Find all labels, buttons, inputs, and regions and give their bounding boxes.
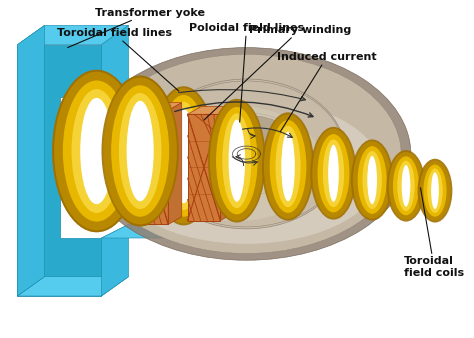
Ellipse shape — [262, 112, 314, 221]
Ellipse shape — [153, 88, 215, 223]
Ellipse shape — [323, 139, 344, 207]
Polygon shape — [101, 224, 203, 238]
Text: Poloidal field lines: Poloidal field lines — [189, 23, 304, 122]
Polygon shape — [220, 106, 234, 221]
Ellipse shape — [401, 165, 410, 207]
Text: Primary winding: Primary winding — [204, 25, 351, 120]
Polygon shape — [186, 83, 203, 238]
Ellipse shape — [318, 134, 349, 212]
Ellipse shape — [186, 113, 307, 195]
Polygon shape — [136, 111, 168, 224]
Ellipse shape — [54, 72, 139, 230]
Polygon shape — [18, 45, 101, 296]
Ellipse shape — [148, 81, 345, 227]
Ellipse shape — [72, 89, 122, 213]
Ellipse shape — [63, 80, 130, 222]
Ellipse shape — [63, 80, 130, 222]
Ellipse shape — [328, 145, 339, 202]
Ellipse shape — [312, 129, 355, 218]
Ellipse shape — [196, 114, 297, 178]
Ellipse shape — [52, 70, 141, 232]
Ellipse shape — [275, 126, 301, 207]
Text: Toroidal field lines: Toroidal field lines — [56, 28, 179, 91]
Polygon shape — [101, 83, 203, 97]
Ellipse shape — [351, 139, 393, 221]
Ellipse shape — [101, 76, 179, 226]
Ellipse shape — [80, 98, 113, 204]
Ellipse shape — [111, 85, 169, 217]
Ellipse shape — [208, 99, 266, 222]
Ellipse shape — [127, 101, 154, 201]
Ellipse shape — [367, 156, 377, 204]
Ellipse shape — [210, 101, 264, 221]
Ellipse shape — [310, 127, 356, 220]
Ellipse shape — [80, 98, 113, 204]
Ellipse shape — [427, 168, 443, 213]
Polygon shape — [18, 277, 128, 296]
Ellipse shape — [103, 77, 177, 224]
Ellipse shape — [127, 101, 154, 201]
Polygon shape — [186, 83, 220, 103]
Text: Induced current: Induced current — [277, 52, 376, 132]
Ellipse shape — [216, 107, 257, 214]
Polygon shape — [101, 25, 128, 97]
Ellipse shape — [419, 161, 450, 221]
Ellipse shape — [159, 95, 208, 217]
Ellipse shape — [363, 151, 382, 209]
Ellipse shape — [431, 172, 439, 209]
Ellipse shape — [222, 113, 251, 208]
Ellipse shape — [147, 79, 346, 229]
Ellipse shape — [111, 85, 169, 217]
Ellipse shape — [423, 165, 447, 217]
Text: Transformer yoke: Transformer yoke — [68, 8, 205, 48]
Ellipse shape — [191, 118, 302, 190]
Ellipse shape — [193, 115, 300, 183]
Ellipse shape — [393, 156, 419, 215]
Ellipse shape — [151, 86, 217, 225]
Polygon shape — [18, 25, 128, 45]
Polygon shape — [188, 114, 220, 221]
Ellipse shape — [72, 89, 122, 213]
Polygon shape — [18, 25, 45, 296]
Ellipse shape — [353, 141, 392, 219]
Polygon shape — [101, 224, 128, 296]
Ellipse shape — [166, 102, 201, 210]
Ellipse shape — [281, 132, 295, 201]
Ellipse shape — [92, 54, 401, 254]
Ellipse shape — [228, 120, 245, 202]
Ellipse shape — [358, 146, 387, 214]
Ellipse shape — [173, 108, 194, 203]
Ellipse shape — [103, 77, 177, 224]
Ellipse shape — [52, 70, 141, 232]
Text: Toroidal
field coils: Toroidal field coils — [404, 188, 464, 278]
Ellipse shape — [264, 114, 312, 219]
Polygon shape — [186, 224, 220, 242]
Ellipse shape — [418, 159, 452, 222]
Polygon shape — [188, 106, 234, 114]
Ellipse shape — [152, 106, 321, 221]
Ellipse shape — [119, 93, 162, 209]
Ellipse shape — [387, 150, 425, 222]
Ellipse shape — [389, 152, 423, 220]
Ellipse shape — [82, 48, 411, 260]
Ellipse shape — [119, 93, 162, 209]
Ellipse shape — [186, 113, 307, 195]
Ellipse shape — [111, 99, 382, 244]
Ellipse shape — [397, 161, 415, 211]
Polygon shape — [168, 103, 182, 224]
Ellipse shape — [270, 120, 306, 213]
Ellipse shape — [101, 76, 179, 226]
Polygon shape — [136, 103, 182, 111]
Ellipse shape — [176, 108, 317, 200]
Ellipse shape — [54, 72, 139, 230]
